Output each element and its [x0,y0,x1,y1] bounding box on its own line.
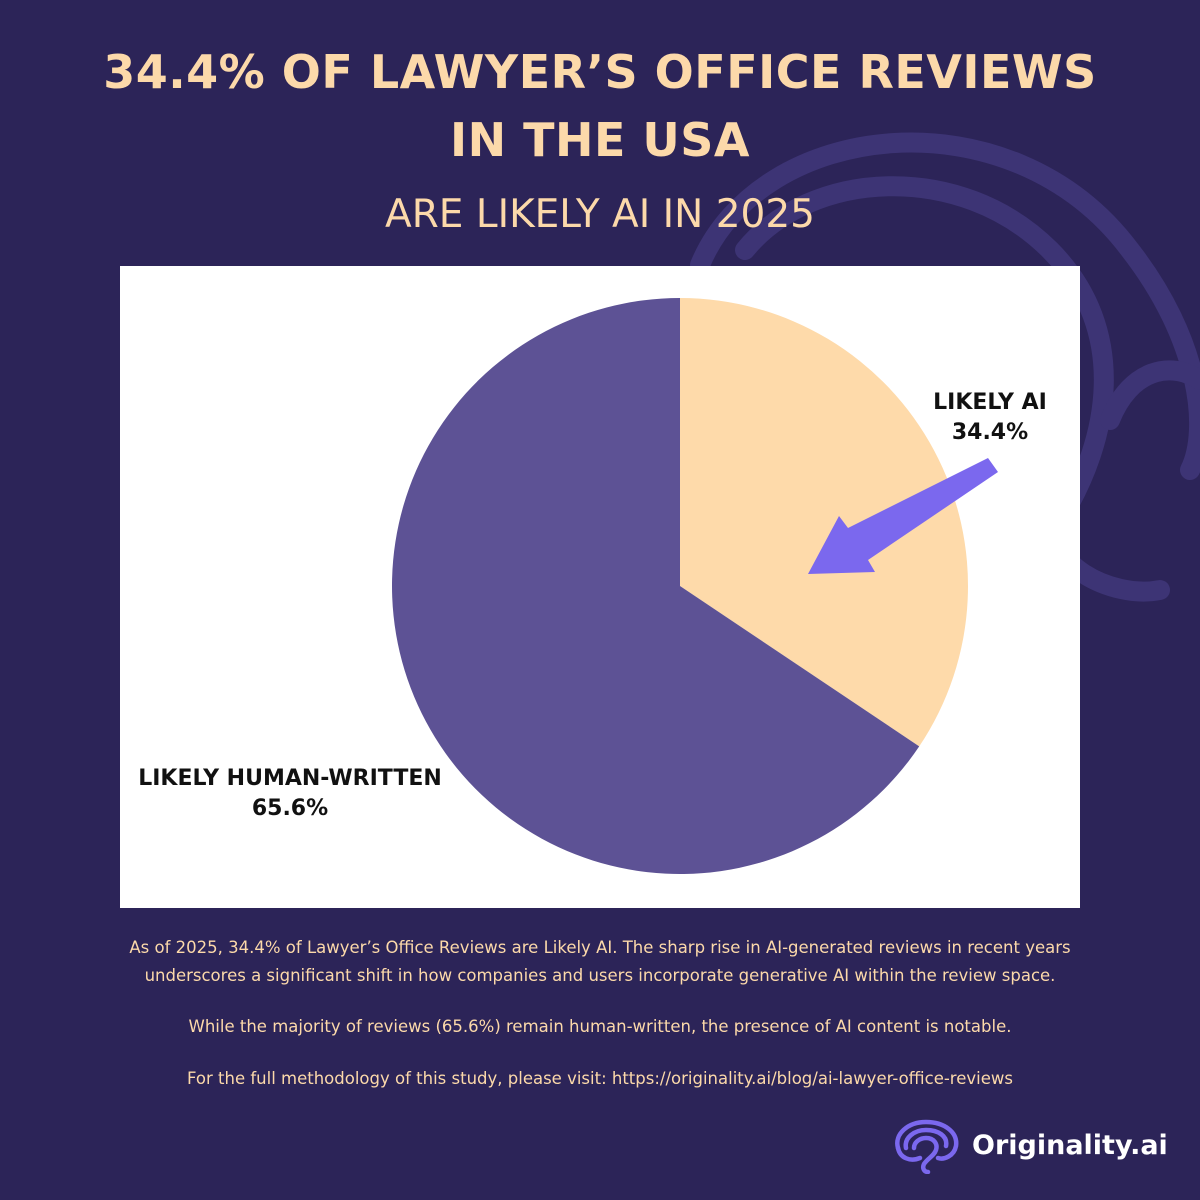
slice-label-likely-human-written: LIKELY HUMAN-WRITTEN 65.6% [130,764,450,824]
brain-icon [895,1119,959,1174]
title-line-2: IN THE USA [449,113,751,167]
slice-value: 34.4% [951,420,1029,445]
brand-logo: Originality.ai [890,1118,1180,1174]
infographic-title: 34.4% OF LAWYER’S OFFICE REVIEWS IN THE … [0,38,1200,174]
infographic-subtitle: ARE LIKELY AI IN 2025 [385,192,815,237]
slice-label-likely-ai: LIKELY AI 34.4% [920,388,1060,448]
pie-slice-likely-ai [680,298,968,747]
pie-chart [391,298,998,874]
description-paragraph-3: For the full methodology of this study, … [187,1069,1013,1088]
pie-slice-likely-human-written [391,298,920,874]
title-line-1: 34.4% OF LAWYER’S OFFICE REVIEWS [103,45,1097,99]
slice-value: 65.6% [251,796,329,821]
description-paragraph-1: As of 2025, 34.4% of Lawyer’s Office Rev… [129,938,1071,985]
arrow-pointer-icon [808,458,998,574]
slice-name: LIKELY HUMAN-WRITTEN [138,766,442,791]
slice-name: LIKELY AI [933,390,1047,415]
description-paragraph-2: While the majority of reviews (65.6%) re… [188,1017,1012,1036]
chart-panel: LIKELY AI 34.4% LIKELY HUMAN-WRITTEN 65.… [120,266,1080,908]
brand-name: Originality.ai [972,1130,1168,1161]
